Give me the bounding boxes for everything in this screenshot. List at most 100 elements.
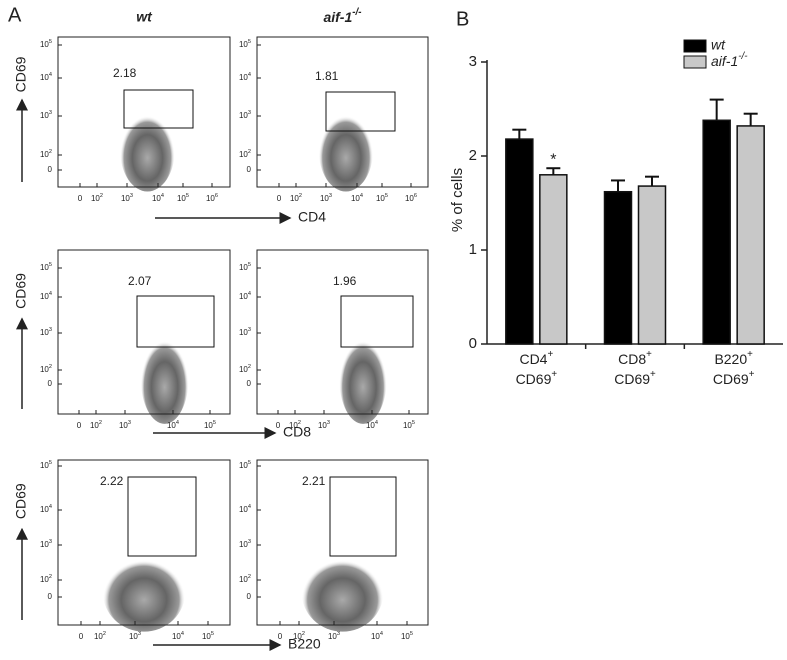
- y-tick-label: 102: [40, 364, 52, 374]
- x-tick-label: 104: [371, 631, 383, 641]
- x-tick-label-base: 10: [371, 632, 380, 641]
- x-tick-label-sup: +: [646, 349, 652, 360]
- plot-frame: [57, 459, 231, 626]
- x-tick-label-sup: 3: [329, 193, 332, 199]
- x-tick-label-base: 10: [152, 194, 161, 203]
- y-tick-label: 2: [469, 147, 477, 164]
- x-tick-label-base: 10: [376, 194, 385, 203]
- column-label: wt: [136, 9, 153, 25]
- y-tick-label: 104: [40, 504, 52, 514]
- density-cloud: [102, 552, 186, 632]
- x-axis-label: B220: [288, 636, 321, 652]
- y-tick-label-sup: 2: [248, 149, 251, 155]
- y-tick-label-sup: 3: [49, 539, 52, 545]
- y-tick-label-base: 10: [239, 461, 248, 470]
- y-tick-label-sup: 3: [248, 539, 251, 545]
- density-cloud: [318, 107, 374, 192]
- legend-swatch: [683, 39, 707, 53]
- x-tick-label-sup: 5: [186, 193, 189, 199]
- x-tick-label-sup: +: [547, 349, 553, 360]
- x-tick-label: 103: [121, 193, 133, 203]
- y-tick-label: 103: [40, 539, 52, 549]
- x-tick-label-base: 10: [167, 421, 176, 430]
- y-tick-label: 105: [40, 460, 52, 470]
- y-axis-label: CD69: [13, 483, 29, 519]
- y-tick-label-base: 10: [40, 365, 49, 374]
- y-tick-label-base: 10: [40, 505, 49, 514]
- x-tick-label-sup: +: [747, 349, 753, 360]
- plot-frame: [57, 249, 231, 415]
- density-cloud: [119, 107, 175, 192]
- y-tick-label-sup: 4: [49, 72, 52, 78]
- x-tick-label: 104: [351, 193, 363, 203]
- bar: [736, 125, 765, 345]
- x-tick-label-sup: 2: [103, 631, 106, 637]
- x-tick-label-sup: 3: [337, 631, 340, 637]
- y-tick-label: 0: [247, 165, 252, 174]
- x-tick-label-sup: 4: [176, 420, 179, 426]
- y-tick-label-sup: 4: [49, 291, 52, 297]
- y-tick-label: 104: [239, 291, 251, 301]
- y-tick-label: 102: [40, 149, 52, 159]
- y-axis-label: % of cells: [449, 168, 466, 232]
- x-tick-label-sup: 2: [100, 193, 103, 199]
- y-tick-label-base: 10: [239, 111, 248, 120]
- significance-marker: *: [550, 151, 556, 168]
- y-tick-label: 0: [48, 165, 53, 174]
- x-tick-label-base: 10: [121, 194, 130, 203]
- y-tick-label: 105: [40, 262, 52, 272]
- x-tick-label: 0: [277, 194, 282, 203]
- x-tick-label-base: B220: [714, 351, 747, 367]
- y-tick-label-base: 10: [239, 365, 248, 374]
- x-tick-label: 0: [78, 194, 83, 203]
- x-tick-label: 0: [77, 421, 82, 430]
- y-tick-label-base: 10: [239, 263, 248, 272]
- y-tick-label: 104: [239, 72, 251, 82]
- x-tick-label-base: 10: [177, 194, 186, 203]
- x-tick-label-sup: 5: [213, 420, 216, 426]
- x-tick-label-base: 10: [403, 421, 412, 430]
- y-tick-label: 102: [239, 149, 251, 159]
- y-tick-label: 105: [239, 262, 251, 272]
- x-tick-label-sup: +: [650, 369, 656, 380]
- y-tick-label-base: 10: [40, 461, 49, 470]
- x-tick-label: 0: [278, 632, 283, 641]
- x-tick-label-sup: 6: [215, 193, 218, 199]
- x-tick-label: 104: [366, 420, 378, 430]
- x-tick-label-base: CD69: [614, 371, 650, 387]
- x-tick-label-base: CD4: [519, 351, 547, 367]
- y-tick-label-base: 10: [40, 150, 49, 159]
- x-tick-label-sup: 3: [138, 631, 141, 637]
- y-tick-label-sup: 5: [49, 460, 52, 466]
- y-tick-label-sup: 4: [248, 504, 251, 510]
- x-tick-label-sup: 3: [130, 193, 133, 199]
- y-tick-label-sup: 5: [248, 262, 251, 268]
- y-axis-label: CD69: [13, 56, 29, 92]
- x-tick-label-sup: 4: [380, 631, 383, 637]
- x-tick-label-sup: 5: [410, 631, 413, 637]
- y-tick-label: 105: [40, 39, 52, 49]
- y-tick-label: 105: [239, 39, 251, 49]
- density-cloud: [140, 332, 189, 424]
- gate-percentage: 2.18: [113, 66, 137, 80]
- x-tick-label: CD69+: [713, 369, 755, 387]
- y-tick-label: 0: [48, 379, 53, 388]
- x-tick-label-sup: 3: [327, 420, 330, 426]
- y-tick-label-sup: 5: [248, 460, 251, 466]
- x-tick-label-sup: 4: [181, 631, 184, 637]
- gate: [127, 476, 197, 557]
- x-tick-label: CD8+: [618, 349, 652, 367]
- x-tick-label-base: 10: [90, 421, 99, 430]
- y-tick-label-base: 10: [239, 40, 248, 49]
- bar: [603, 190, 633, 345]
- x-tick-label-sup: +: [749, 369, 755, 380]
- y-tick-label-base: 10: [40, 73, 49, 82]
- plot-frame: [256, 36, 429, 188]
- y-tick-label-base: 10: [40, 328, 49, 337]
- y-tick-label-sup: 3: [49, 327, 52, 333]
- bar: [505, 138, 534, 345]
- x-tick-label: 103: [320, 193, 332, 203]
- x-tick-label-base: 10: [206, 194, 215, 203]
- x-tick-label-base: 10: [204, 421, 213, 430]
